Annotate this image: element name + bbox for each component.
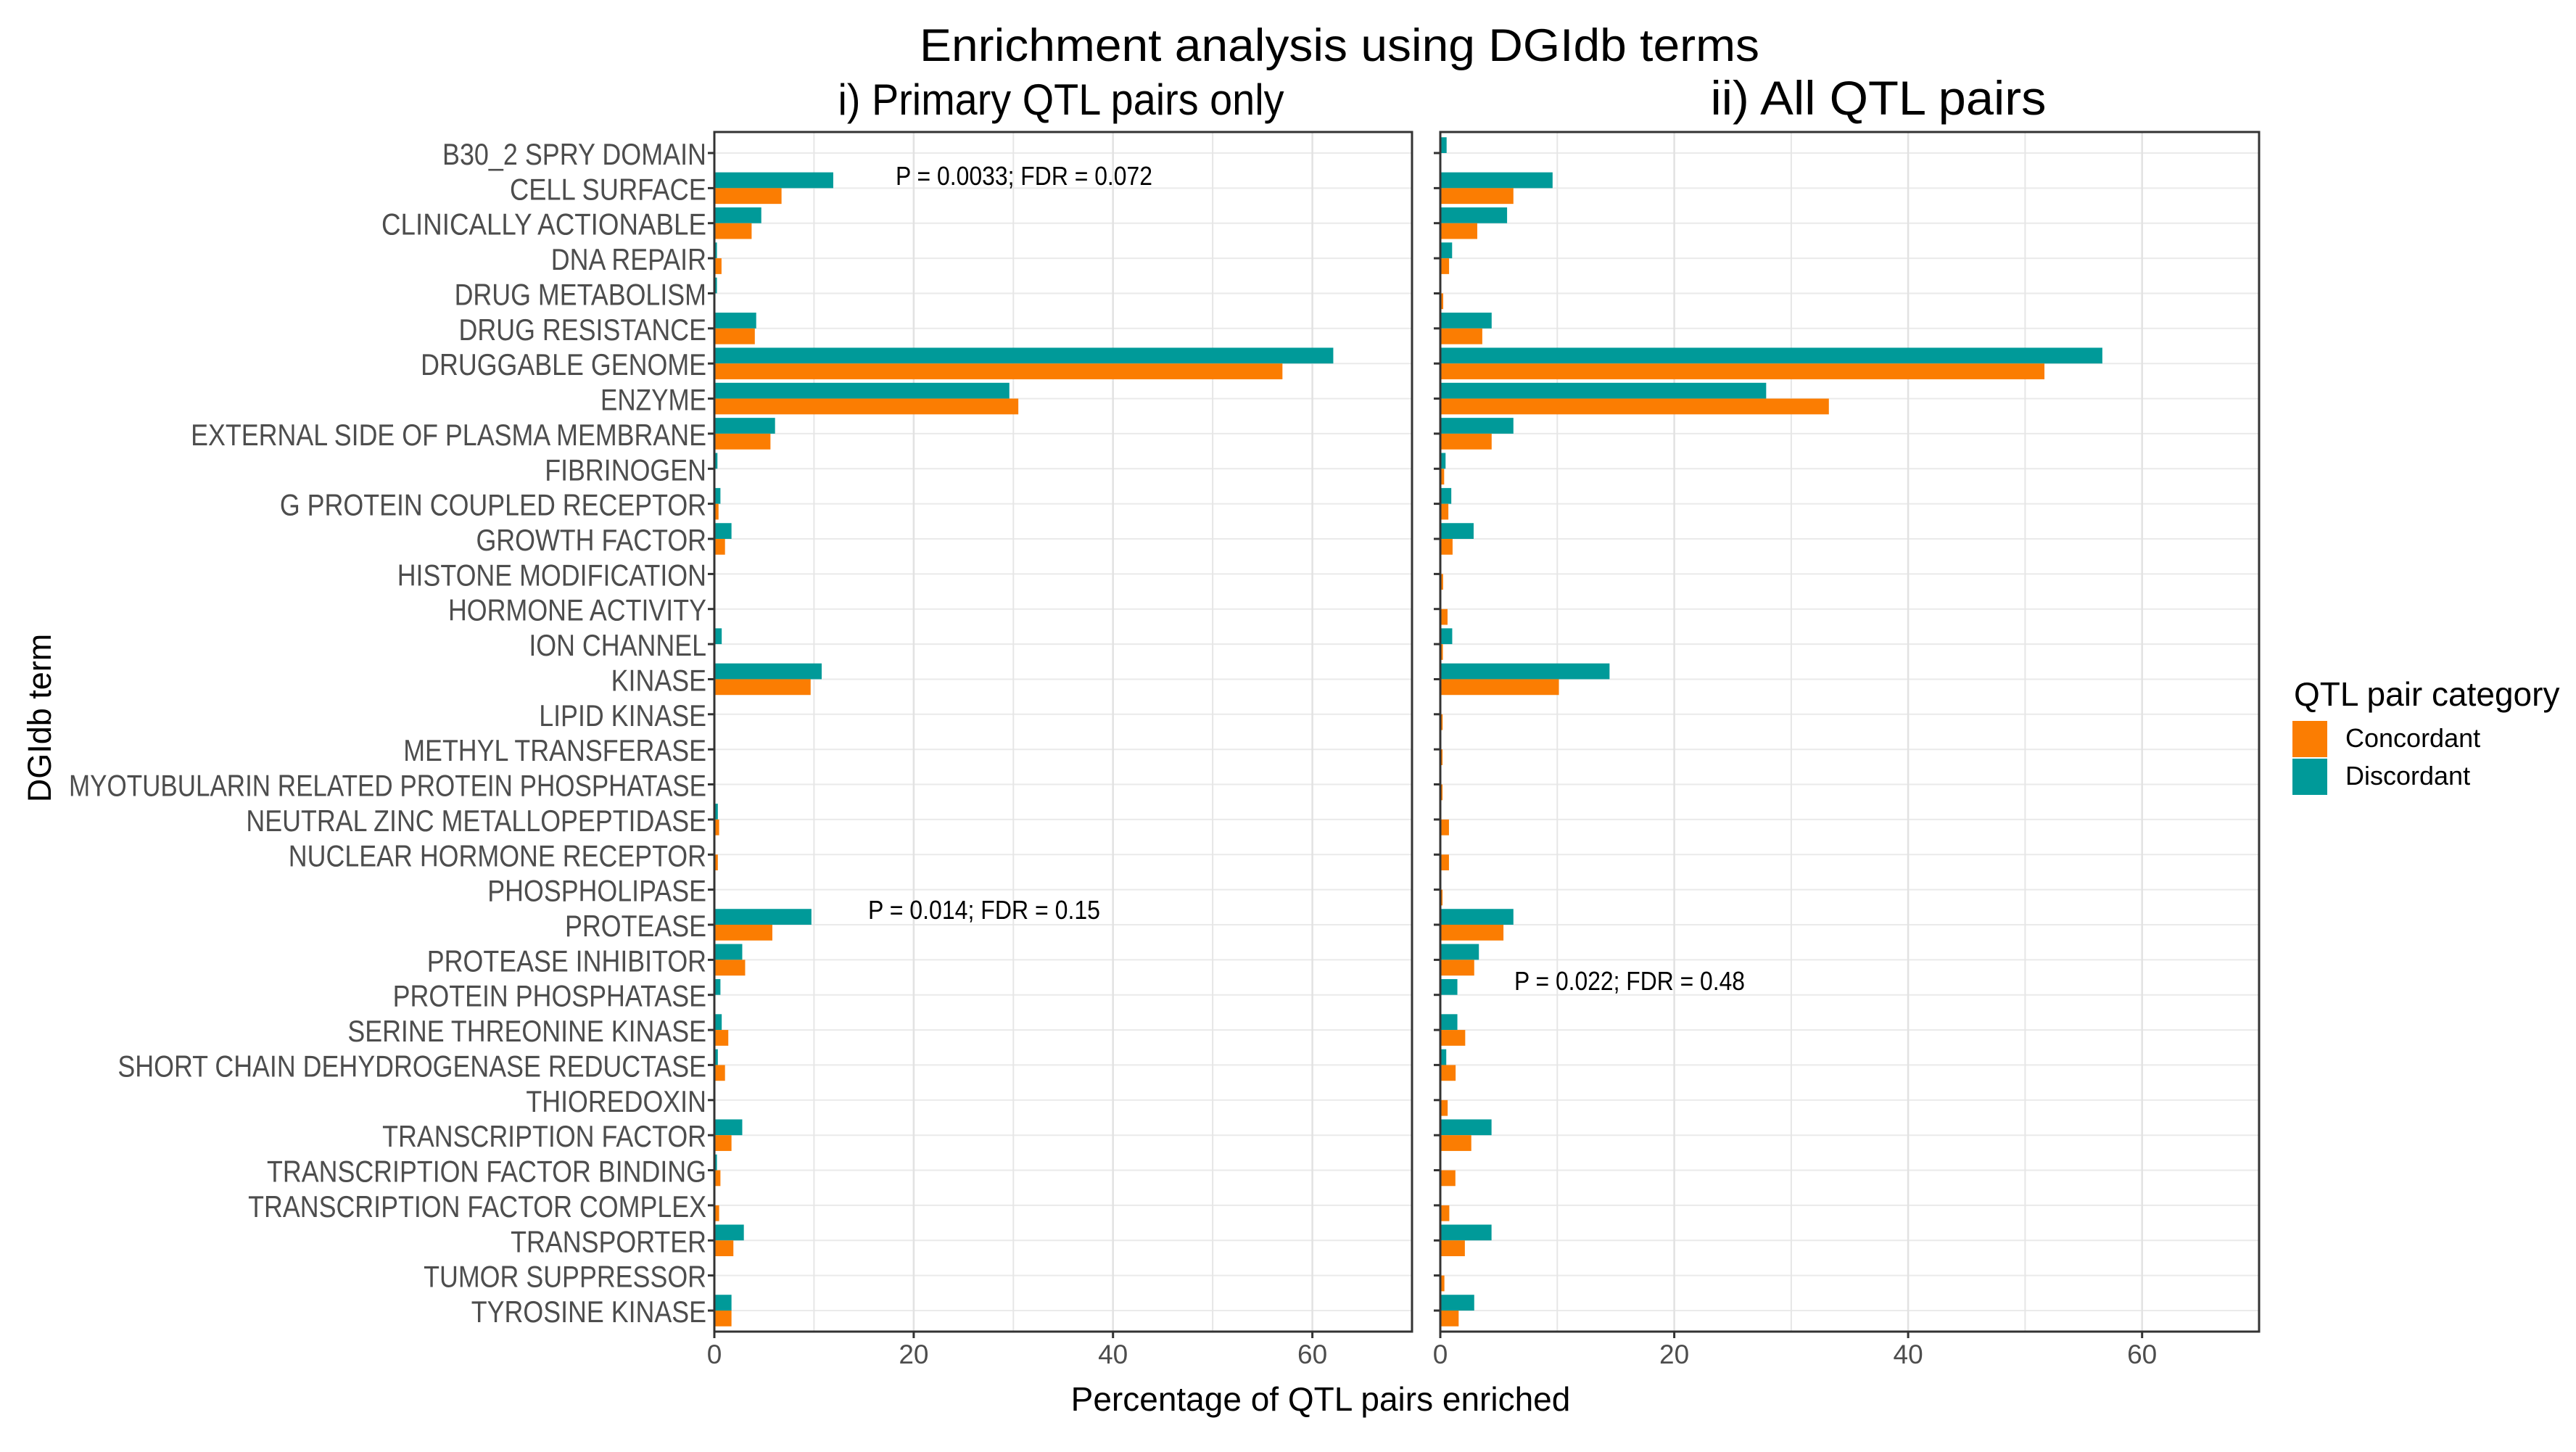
svg-text:TRANSPORTER: TRANSPORTER xyxy=(511,1224,706,1258)
svg-text:HORMONE ACTIVITY: HORMONE ACTIVITY xyxy=(448,593,706,627)
svg-text:ENZYME: ENZYME xyxy=(600,383,706,417)
svg-text:PHOSPHOLIPASE: PHOSPHOLIPASE xyxy=(487,874,706,908)
svg-text:TRANSCRIPTION FACTOR BINDING: TRANSCRIPTION FACTOR BINDING xyxy=(267,1155,706,1189)
svg-text:SHORT CHAIN DEHYDROGENASE REDU: SHORT CHAIN DEHYDROGENASE REDUCTASE xyxy=(117,1049,706,1083)
svg-text:P = 0.022; FDR = 0.48: P = 0.022; FDR = 0.48 xyxy=(1514,966,1745,996)
svg-text:0: 0 xyxy=(707,1340,722,1369)
svg-text:FIBRINOGEN: FIBRINOGEN xyxy=(545,453,706,487)
svg-text:Discordant: Discordant xyxy=(2345,761,2470,791)
svg-text:DRUG RESISTANCE: DRUG RESISTANCE xyxy=(459,313,707,347)
svg-text:TUMOR SUPPRESSOR: TUMOR SUPPRESSOR xyxy=(424,1260,706,1294)
svg-text:TRANSCRIPTION FACTOR COMPLEX: TRANSCRIPTION FACTOR COMPLEX xyxy=(248,1189,706,1224)
svg-text:60: 60 xyxy=(2127,1340,2157,1369)
svg-text:20: 20 xyxy=(899,1340,928,1369)
svg-text:P = 0.0033; FDR = 0.072: P = 0.0033; FDR = 0.072 xyxy=(896,161,1152,191)
svg-text:TRANSCRIPTION FACTOR: TRANSCRIPTION FACTOR xyxy=(382,1119,706,1153)
svg-text:HISTONE MODIFICATION: HISTONE MODIFICATION xyxy=(397,558,706,592)
svg-text:ii) All QTL pairs: ii) All QTL pairs xyxy=(1711,71,2047,125)
svg-text:60: 60 xyxy=(1297,1340,1327,1369)
svg-text:Enrichment analysis using DGId: Enrichment analysis using DGIdb terms xyxy=(920,20,1759,71)
svg-text:TYROSINE KINASE: TYROSINE KINASE xyxy=(471,1295,706,1329)
svg-text:G PROTEIN COUPLED RECEPTOR: G PROTEIN COUPLED RECEPTOR xyxy=(280,488,706,522)
svg-text:NEUTRAL ZINC METALLOPEPTIDASE: NEUTRAL ZINC METALLOPEPTIDASE xyxy=(246,804,706,838)
svg-text:P = 0.014; FDR = 0.15: P = 0.014; FDR = 0.15 xyxy=(868,895,1100,925)
svg-text:PROTEASE INHIBITOR: PROTEASE INHIBITOR xyxy=(427,944,706,978)
svg-text:QTL pair category: QTL pair category xyxy=(2294,675,2559,713)
svg-text:NUCLEAR HORMONE RECEPTOR: NUCLEAR HORMONE RECEPTOR xyxy=(289,838,706,873)
svg-text:Concordant: Concordant xyxy=(2345,723,2480,753)
svg-text:LIPID KINASE: LIPID KINASE xyxy=(539,698,706,733)
svg-text:DNA REPAIR: DNA REPAIR xyxy=(551,242,706,276)
svg-text:CELL SURFACE: CELL SURFACE xyxy=(510,172,706,206)
svg-text:40: 40 xyxy=(1894,1340,1923,1369)
svg-text:Percentage of QTL pairs enrich: Percentage of QTL pairs enriched xyxy=(1071,1380,1571,1418)
svg-text:DRUGGABLE GENOME: DRUGGABLE GENOME xyxy=(421,347,706,381)
svg-text:GROWTH FACTOR: GROWTH FACTOR xyxy=(476,523,706,557)
svg-text:MYOTUBULARIN RELATED PROTEIN P: MYOTUBULARIN RELATED PROTEIN PHOSPHATASE xyxy=(69,769,706,803)
svg-text:B30_2 SPRY DOMAIN: B30_2 SPRY DOMAIN xyxy=(442,137,706,171)
svg-text:THIOREDOXIN: THIOREDOXIN xyxy=(526,1084,706,1118)
svg-text:i) Primary QTL pairs only: i) Primary QTL pairs only xyxy=(838,75,1284,124)
svg-text:40: 40 xyxy=(1098,1340,1128,1369)
svg-text:PROTEASE: PROTEASE xyxy=(565,909,706,943)
svg-text:PROTEIN PHOSPHATASE: PROTEIN PHOSPHATASE xyxy=(393,979,706,1013)
svg-text:ION CHANNEL: ION CHANNEL xyxy=(529,628,706,662)
svg-text:CLINICALLY ACTIONABLE: CLINICALLY ACTIONABLE xyxy=(381,207,706,242)
svg-text:KINASE: KINASE xyxy=(611,664,706,698)
svg-text:20: 20 xyxy=(1659,1340,1689,1369)
svg-text:DGIdb term: DGIdb term xyxy=(21,634,58,803)
svg-text:DRUG METABOLISM: DRUG METABOLISM xyxy=(455,278,706,312)
svg-text:0: 0 xyxy=(1433,1340,1448,1369)
svg-text:METHYL TRANSFERASE: METHYL TRANSFERASE xyxy=(403,733,706,767)
svg-text:EXTERNAL SIDE OF PLASMA MEMBRA: EXTERNAL SIDE OF PLASMA MEMBRANE xyxy=(191,418,706,452)
svg-text:SERINE THREONINE KINASE: SERINE THREONINE KINASE xyxy=(347,1014,706,1048)
